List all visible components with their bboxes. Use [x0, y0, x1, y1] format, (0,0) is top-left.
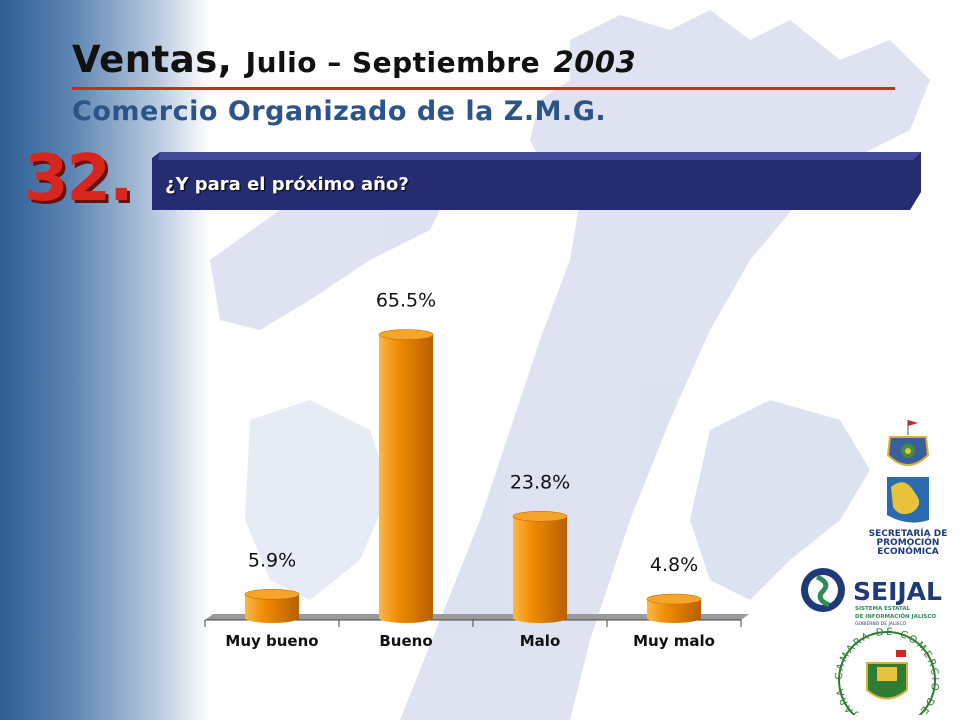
secretaria-line3: ECONÓMICA: [877, 545, 938, 557]
chart-floor-surface: [205, 614, 749, 620]
title-year: 2003: [553, 45, 637, 79]
chart-data-label: 65.5%: [376, 290, 436, 312]
chart-bar: [646, 593, 702, 623]
chart-data-labels: 5.9% 65.5% 23.8% 4.8%: [248, 290, 698, 576]
title-main: Ventas,: [72, 38, 233, 81]
secretaria-line2: PROMOCIÓN: [877, 536, 940, 548]
chart-data-label: 5.9%: [248, 549, 296, 571]
left-gradient-band: [0, 0, 210, 720]
seijal-emblem-icon: [801, 568, 845, 612]
chart-bars: [244, 329, 702, 623]
page-title: Ventas, Julio – Septiembre 2003: [72, 38, 636, 81]
chart-bar-top: [512, 511, 568, 522]
question-banner: [152, 152, 921, 210]
question-number: 32.: [24, 142, 133, 216]
chart-bar-body: [379, 334, 433, 623]
chart-category-label: Malo: [520, 632, 561, 650]
chart-bar: [378, 329, 434, 623]
seijal-line2: DE INFORMACIÓN JALISCO: [855, 613, 936, 620]
chart-bar-body: [245, 594, 299, 623]
secretaria-promocion-economica-logo-icon: [887, 477, 929, 523]
secretaria-line1: SECRETARÍA DE: [869, 527, 948, 539]
chart-bar-body: [513, 516, 567, 623]
bar-chart: 5.9%65.5%23.8%4.8% Muy bueno Bueno Malo Muy…: [204, 290, 749, 650]
chart-bar-body: [647, 599, 701, 623]
page-subtitle: Comercio Organizado de la Z.M.G.: [72, 96, 607, 127]
question-text: ¿Y para el próximo año?: [165, 174, 409, 195]
seijal-line3: GOBIERNO DE JALISCO: [855, 621, 907, 627]
title-period: Julio – Septiembre: [245, 46, 541, 79]
camara-de-comercio-seal-icon: CAMARA DE COMERCIO DE GUADALAJARA: [834, 627, 938, 715]
chart-category-label: Muy malo: [633, 632, 715, 650]
chart-bar: [244, 588, 300, 623]
chart-bar: [512, 511, 568, 623]
chart-category-labels: Muy bueno Bueno Malo Muy malo: [225, 632, 715, 650]
chart-data-label: 23.8%: [510, 471, 570, 493]
chart-bar-top: [646, 593, 702, 605]
title-underline: [72, 87, 895, 90]
chart-bar-top: [378, 329, 434, 340]
chart-category-label: Bueno: [379, 632, 432, 650]
seijal-line1: SISTEMA ESTATAL: [855, 606, 911, 612]
chart-bar-top: [244, 588, 300, 600]
seijal-name: SEIJAL: [853, 577, 942, 606]
jalisco-coat-of-arms-icon: [886, 420, 930, 466]
chart-category-label: Muy bueno: [225, 632, 318, 650]
chart-data-label: 4.8%: [650, 554, 698, 576]
sponsor-logos: SECRETARÍA DE PROMOCIÓN ECONÓMICA SEIJAL…: [801, 420, 948, 715]
